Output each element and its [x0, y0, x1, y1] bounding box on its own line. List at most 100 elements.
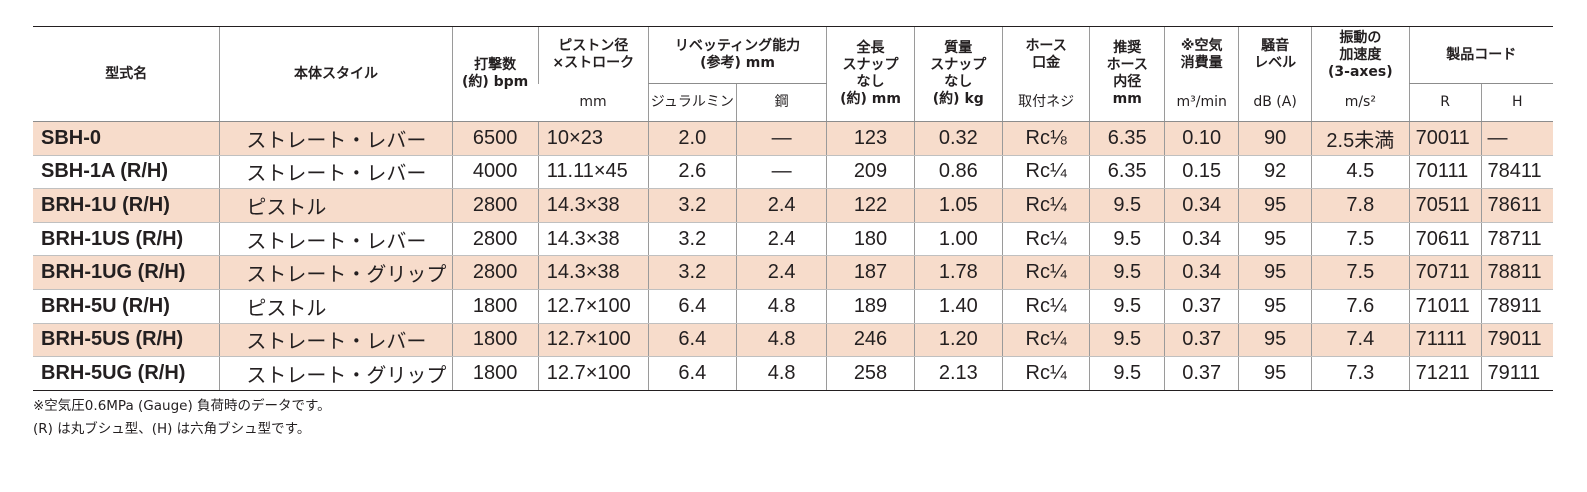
cell-style: ストレート・グリップ	[219, 356, 452, 391]
cell-vibration: 7.5	[1311, 222, 1410, 257]
cell-code-r: 70011	[1408, 121, 1481, 156]
cell-air: 0.37	[1164, 356, 1239, 391]
cell-piston: 12.7×100	[537, 289, 649, 324]
cell-steel: —	[735, 121, 827, 156]
header-hose-bore: 推奨 ホース 内径 mm	[1089, 26, 1165, 122]
cell-piston: 12.7×100	[537, 356, 649, 391]
footnote-bush-type: (R) は丸ブシュ型、(H) は六角ブシュ型です。	[33, 421, 311, 437]
cell-noise: 95	[1238, 188, 1312, 223]
cell-fitting: Rc¼	[1001, 289, 1090, 324]
header-air-unit: m³/min	[1164, 83, 1239, 122]
cell-fitting: Rc¼	[1001, 255, 1090, 290]
table-row: SBH-0 ストレート・レバー 6500 10×23 2.0—123 0.32 Rc⅛ 6.3…	[33, 121, 1553, 156]
table-row: BRH-1U (R/H) ピストル 2800 14.3×38 3.2 2.4 122 1.05…	[33, 188, 1553, 223]
cell-noise: 90	[1238, 121, 1312, 156]
cell-duralumin: 2.6	[647, 155, 737, 190]
cell-noise: 95	[1238, 222, 1312, 257]
cell-duralumin: 6.4	[647, 356, 737, 391]
cell-vibration: 2.5未満	[1311, 121, 1410, 156]
cell-vibration: 7.8	[1311, 188, 1410, 223]
cell-noise: 92	[1238, 155, 1312, 190]
cell-duralumin: 6.4	[647, 289, 737, 324]
cell-fitting: Rc¼	[1001, 222, 1090, 257]
cell-mass: 1.40	[913, 289, 1003, 324]
cell-blows: 2800	[451, 222, 539, 257]
cell-code-h: 78711	[1480, 222, 1553, 257]
cell-piston: 10×23	[537, 121, 649, 156]
header-rivet-duralumin: ジュラルミン	[647, 83, 737, 122]
cell-steel: 2.4	[735, 222, 827, 257]
cell-air: 0.10	[1164, 121, 1239, 156]
cell-hose: 6.35	[1089, 121, 1165, 156]
cell-vibration: 7.4	[1311, 323, 1410, 358]
header-air: ※空気 消費量	[1164, 26, 1239, 84]
cell-hose: 9.5	[1089, 222, 1165, 257]
cell-piston: 12.7×100	[537, 323, 649, 358]
cell-duralumin: 3.2	[647, 255, 737, 290]
cell-style: ピストル	[219, 188, 452, 223]
cell-duralumin: 3.2	[647, 188, 737, 223]
cell-air: 0.34	[1164, 255, 1239, 290]
cell-length: 187	[826, 255, 915, 290]
header-vibration-unit: m/s²	[1311, 83, 1410, 122]
cell-blows: 4000	[451, 155, 539, 190]
cell-fitting: Rc¼	[1001, 356, 1090, 391]
cell-code-r: 71211	[1408, 356, 1481, 391]
cell-code-h: 78411	[1480, 155, 1553, 190]
cell-hose: 6.35	[1089, 155, 1165, 190]
cell-piston: 14.3×38	[537, 222, 649, 257]
cell-model: SBH-1A (R/H)	[33, 155, 220, 190]
cell-air: 0.37	[1164, 323, 1239, 358]
cell-air: 0.34	[1164, 222, 1239, 257]
cell-style: ストレート・レバー	[219, 121, 452, 156]
cell-blows: 2800	[451, 255, 539, 290]
cell-noise: 95	[1238, 323, 1312, 358]
cell-style: ストレート・レバー	[219, 155, 452, 190]
footnotes: ※空気圧0.6MPa (Gauge) 負荷時のデータです。 (R) は丸ブシュ型…	[33, 395, 331, 441]
cell-length: 209	[826, 155, 915, 190]
cell-model: BRH-1UG (R/H)	[33, 255, 220, 290]
header-length: 全長 スナップ なし (約) mm	[826, 26, 915, 122]
header-rivet-steel: 鋼	[735, 83, 827, 122]
cell-mass: 0.86	[913, 155, 1003, 190]
header-style: 本体スタイル	[219, 26, 452, 122]
cell-code-h: 78911	[1480, 289, 1553, 324]
cell-steel: 4.8	[735, 323, 827, 358]
cell-piston: 11.11×45	[537, 155, 649, 190]
cell-air: 0.37	[1164, 289, 1239, 324]
cell-hose: 9.5	[1089, 323, 1165, 358]
cell-mass: 1.78	[913, 255, 1003, 290]
table-row: BRH-5UG (R/H) ストレート・グリップ 1800 12.7×100 6.4 4.…	[33, 356, 1553, 391]
footnote-air-pressure: ※空気圧0.6MPa (Gauge) 負荷時のデータです。	[33, 398, 331, 414]
spec-table-body: SBH-0 ストレート・レバー 6500 10×23 2.0—123 0.32 Rc⅛ 6.3…	[33, 121, 1553, 391]
cell-air: 0.34	[1164, 188, 1239, 223]
cell-blows: 1800	[451, 289, 539, 324]
cell-fitting: Rc⅛	[1001, 121, 1090, 156]
cell-steel: 2.4	[735, 188, 827, 223]
header-blows: 打撃数 (約) bpm	[451, 26, 539, 122]
cell-length: 258	[826, 356, 915, 391]
cell-fitting: Rc¼	[1001, 155, 1090, 190]
header-rivet: リベッティング能力 (参考) mm	[647, 26, 827, 84]
header-mass: 質量 スナップ なし (約) kg	[913, 26, 1003, 122]
cell-code-h: 79111	[1480, 356, 1553, 391]
cell-model: BRH-5U (R/H)	[33, 289, 220, 324]
table-row: BRH-5US (R/H) ストレート・レバー 1800 12.7×100 6.4 4.8…	[33, 323, 1553, 358]
header-model: 型式名	[33, 26, 220, 122]
cell-steel: 4.8	[735, 289, 827, 324]
cell-length: 180	[826, 222, 915, 257]
cell-hose: 9.5	[1089, 255, 1165, 290]
cell-noise: 95	[1238, 255, 1312, 290]
cell-mass: 0.32	[913, 121, 1003, 156]
cell-model: BRH-5UG (R/H)	[33, 356, 220, 391]
cell-fitting: Rc¼	[1001, 323, 1090, 358]
cell-noise: 95	[1238, 289, 1312, 324]
cell-style: ストレート・グリップ	[219, 255, 452, 290]
cell-piston: 14.3×38	[537, 255, 649, 290]
cell-vibration: 7.5	[1311, 255, 1410, 290]
cell-duralumin: 2.0	[647, 121, 737, 156]
cell-noise: 95	[1238, 356, 1312, 391]
cell-model: BRH-1U (R/H)	[33, 188, 220, 223]
header-piston: ピストン径 ×ストローク	[537, 26, 649, 84]
cell-code-r: 70511	[1408, 188, 1481, 223]
